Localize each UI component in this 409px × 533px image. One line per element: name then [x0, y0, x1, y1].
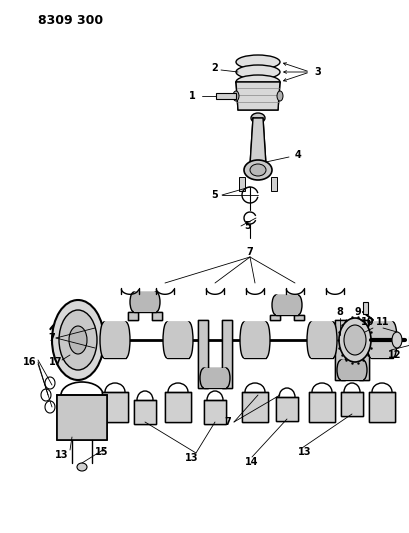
Ellipse shape — [163, 322, 171, 358]
Ellipse shape — [77, 463, 87, 471]
Bar — [362, 302, 367, 314]
Bar — [166, 322, 189, 358]
Polygon shape — [134, 400, 155, 424]
Polygon shape — [236, 82, 279, 110]
Ellipse shape — [391, 332, 401, 348]
Polygon shape — [102, 392, 128, 422]
Text: 5: 5 — [211, 190, 218, 200]
Bar — [134, 292, 155, 312]
Ellipse shape — [343, 325, 365, 355]
Polygon shape — [275, 397, 297, 421]
Bar — [216, 93, 236, 99]
Text: 8309 300: 8309 300 — [38, 14, 103, 27]
Ellipse shape — [366, 322, 374, 358]
Polygon shape — [334, 320, 344, 380]
Polygon shape — [164, 392, 191, 422]
Ellipse shape — [250, 113, 264, 123]
Ellipse shape — [152, 292, 160, 312]
Text: 3: 3 — [314, 67, 321, 77]
Ellipse shape — [276, 91, 282, 101]
Ellipse shape — [271, 295, 279, 315]
Bar — [408, 336, 409, 344]
Ellipse shape — [52, 300, 104, 380]
Bar — [340, 360, 362, 380]
Ellipse shape — [200, 368, 207, 388]
Polygon shape — [198, 320, 207, 388]
Ellipse shape — [236, 65, 279, 79]
Ellipse shape — [130, 292, 138, 312]
Ellipse shape — [236, 55, 279, 69]
Polygon shape — [270, 315, 279, 320]
Text: 13: 13 — [55, 450, 69, 460]
Bar — [310, 322, 332, 358]
Text: 13: 13 — [297, 447, 311, 457]
Bar — [238, 177, 245, 191]
Polygon shape — [241, 392, 267, 422]
Text: 2: 2 — [211, 63, 218, 73]
Text: 8: 8 — [336, 307, 343, 317]
Text: 7: 7 — [224, 417, 231, 427]
Polygon shape — [57, 395, 107, 440]
Ellipse shape — [221, 368, 229, 388]
Ellipse shape — [336, 360, 344, 380]
Polygon shape — [368, 392, 394, 422]
Ellipse shape — [306, 322, 314, 358]
Polygon shape — [204, 400, 225, 424]
Ellipse shape — [293, 295, 301, 315]
Text: 11: 11 — [375, 317, 389, 327]
Ellipse shape — [243, 160, 271, 180]
Bar — [204, 368, 225, 388]
Ellipse shape — [69, 326, 87, 354]
Ellipse shape — [249, 164, 265, 176]
Bar — [104, 322, 126, 358]
Text: 15: 15 — [95, 447, 108, 457]
Ellipse shape — [261, 322, 270, 358]
Text: 10: 10 — [360, 317, 374, 327]
Ellipse shape — [236, 75, 279, 89]
Ellipse shape — [358, 360, 366, 380]
Ellipse shape — [328, 322, 336, 358]
Ellipse shape — [239, 322, 247, 358]
Polygon shape — [152, 312, 162, 320]
Polygon shape — [308, 392, 334, 422]
Text: 5: 5 — [244, 221, 251, 231]
Text: 14: 14 — [245, 457, 258, 467]
Text: 7: 7 — [246, 247, 253, 257]
Polygon shape — [293, 315, 303, 320]
Polygon shape — [128, 312, 138, 320]
Text: 13: 13 — [185, 453, 198, 463]
Polygon shape — [221, 320, 231, 388]
Bar — [370, 322, 392, 358]
Polygon shape — [249, 118, 265, 165]
Bar — [243, 322, 265, 358]
Ellipse shape — [338, 318, 370, 362]
Text: 12: 12 — [387, 350, 401, 360]
Text: 7: 7 — [49, 333, 55, 343]
Polygon shape — [340, 392, 362, 416]
Ellipse shape — [232, 91, 238, 101]
Text: 17: 17 — [49, 357, 63, 367]
Bar — [270, 177, 276, 191]
Ellipse shape — [388, 322, 396, 358]
Ellipse shape — [122, 322, 130, 358]
Polygon shape — [358, 320, 368, 380]
Bar — [275, 295, 297, 315]
Text: 4: 4 — [294, 150, 301, 160]
Ellipse shape — [100, 322, 108, 358]
Text: 1: 1 — [188, 91, 195, 101]
Ellipse shape — [59, 310, 97, 370]
Ellipse shape — [184, 322, 193, 358]
Text: 16: 16 — [23, 357, 37, 367]
Text: 9: 9 — [354, 307, 360, 317]
